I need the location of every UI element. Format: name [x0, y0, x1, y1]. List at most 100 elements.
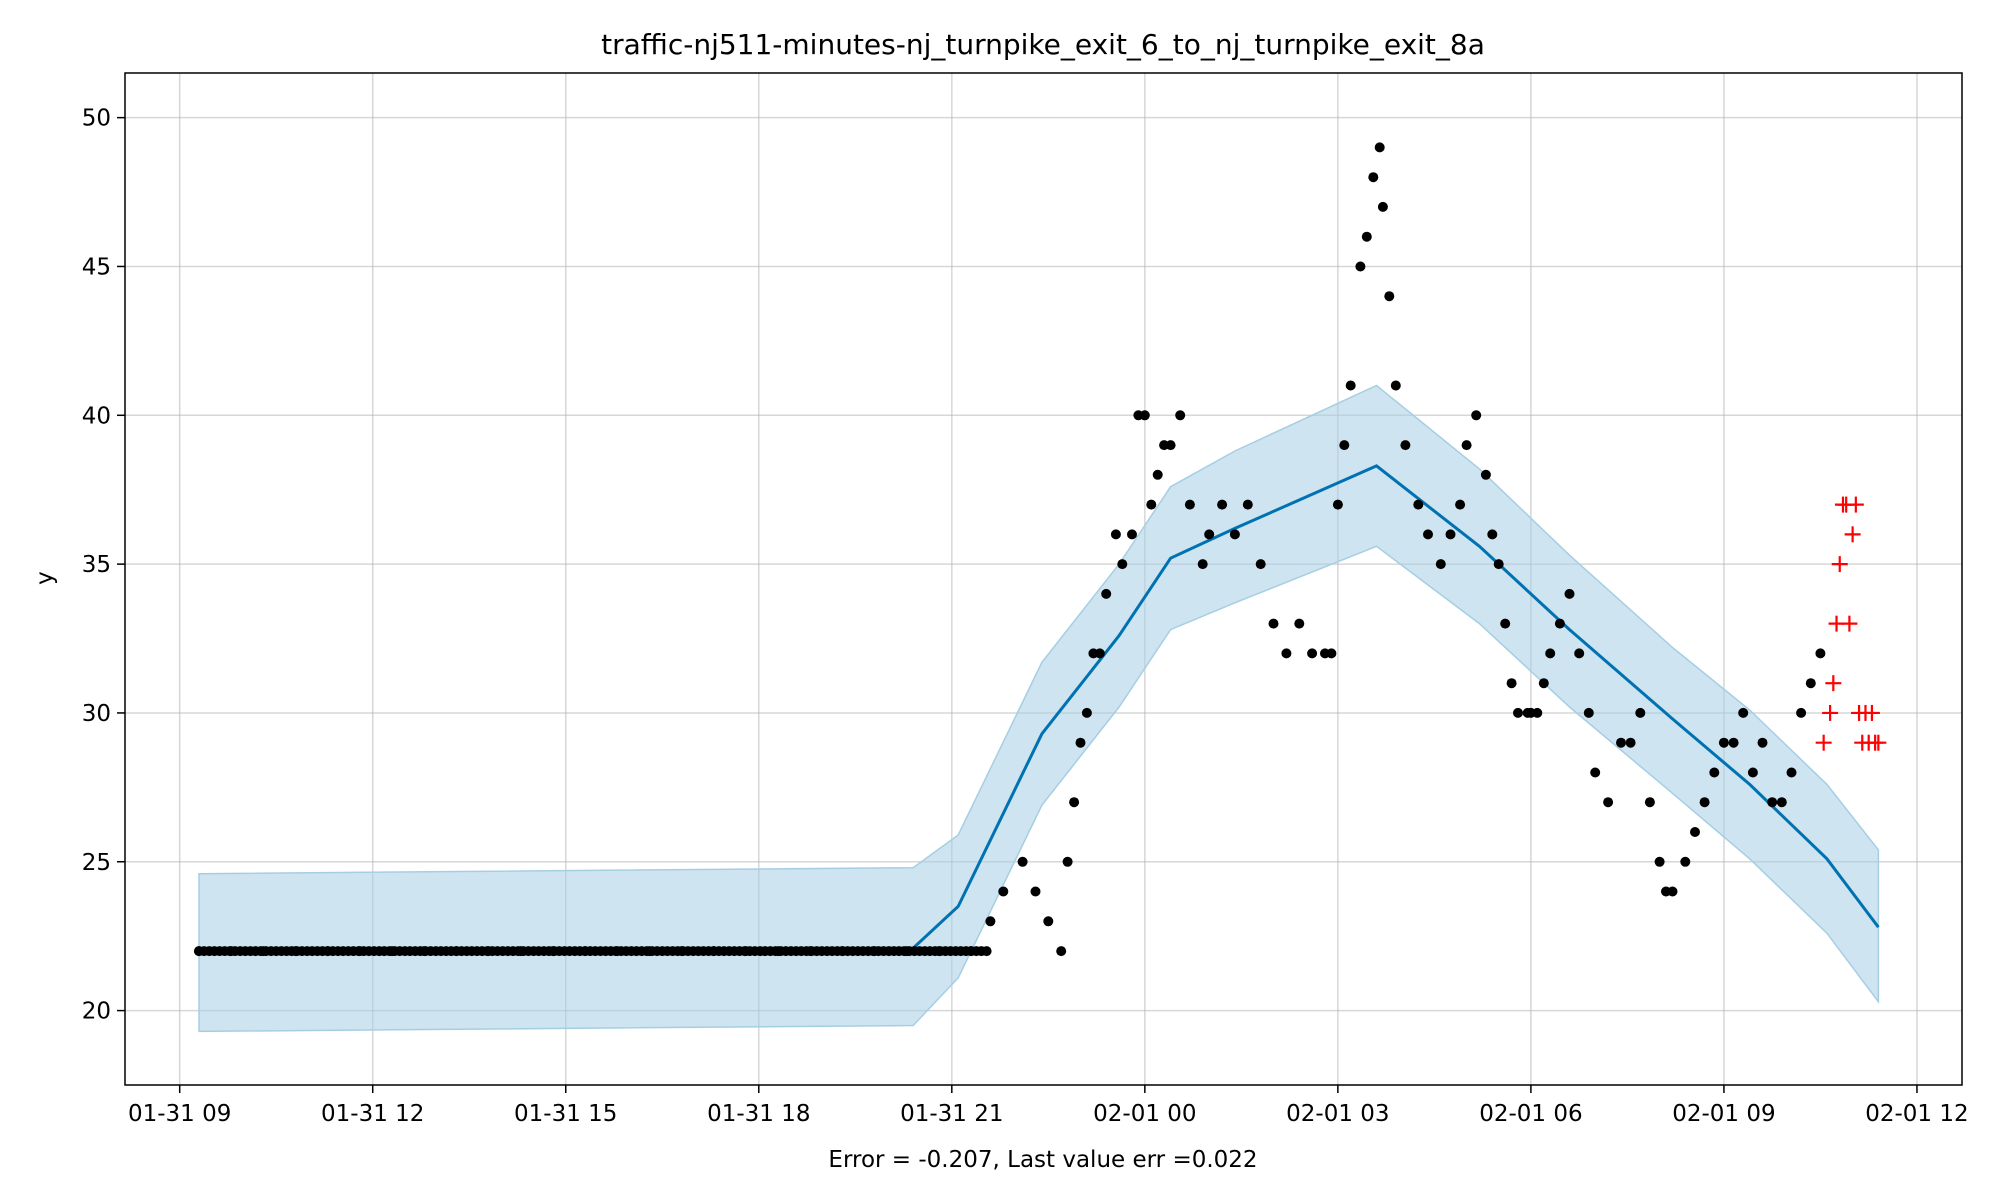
observed-point [1455, 499, 1466, 510]
observed-point [1667, 886, 1678, 897]
future-point [1815, 734, 1832, 751]
observed-point [1400, 440, 1411, 451]
observed-point [1554, 618, 1565, 629]
observed-point [1069, 797, 1080, 808]
observed-point [1480, 469, 1491, 480]
observed-point [1590, 767, 1601, 778]
y-tick-label: 50 [82, 106, 111, 132]
observed-point [612, 946, 623, 957]
observed-point [985, 916, 996, 927]
future-point [1863, 704, 1880, 721]
observed-point [354, 946, 365, 957]
observed-point [740, 946, 751, 957]
future-point [1844, 526, 1861, 543]
observed-point [1532, 707, 1543, 718]
observed-point [1355, 261, 1366, 272]
y-tick-label: 35 [82, 552, 111, 578]
observed-point [1197, 559, 1208, 570]
observed-point [1699, 797, 1710, 808]
observed-point [1030, 886, 1041, 897]
y-tick-label: 30 [82, 701, 111, 727]
observed-point [1506, 678, 1517, 689]
observed-point [258, 946, 269, 957]
observed-point [451, 946, 462, 957]
observed-point [1117, 559, 1128, 570]
observed-point [290, 946, 301, 957]
x-tick-label: 01-31 18 [707, 1101, 810, 1127]
observed-point [1767, 797, 1778, 808]
observed-point [1747, 767, 1758, 778]
observed-point [1796, 707, 1807, 718]
observed-point [1332, 499, 1343, 510]
observed-point [869, 946, 880, 957]
observed-point [1127, 529, 1137, 540]
observed-point [1625, 737, 1636, 748]
future-point [1847, 496, 1864, 513]
observed-point [981, 946, 992, 957]
observed-point [1603, 797, 1614, 808]
observed-point [1413, 499, 1424, 510]
observed-point [644, 946, 655, 957]
observed-point [419, 946, 430, 957]
observed-point [1165, 440, 1176, 451]
observed-point [1493, 559, 1504, 570]
observed-point [226, 946, 237, 957]
observed-point [998, 886, 1009, 897]
y-axis-ticks: 20 25 30 35 40 45 50 [82, 106, 125, 1025]
observed-point [1538, 678, 1549, 689]
observed-point [1690, 827, 1700, 837]
observed-point [1564, 588, 1575, 599]
observed-point [1738, 707, 1749, 718]
observed-point [1786, 767, 1797, 778]
observed-point [1709, 767, 1720, 778]
observed-point [1043, 916, 1054, 927]
observed-point [1487, 529, 1498, 540]
forecast-line [198, 464, 1880, 956]
observed-point [1654, 856, 1665, 867]
observed-point [773, 946, 784, 957]
y-axis-label: y [32, 571, 58, 585]
observed-point [1461, 440, 1472, 451]
observed-point [1374, 142, 1385, 153]
observed-point [1175, 410, 1186, 421]
future-point [1841, 615, 1858, 632]
observed-point [1081, 707, 1092, 718]
observed-point [1184, 499, 1195, 510]
observed-point [837, 946, 848, 957]
observed-point [194, 946, 204, 957]
observed-point [1757, 737, 1768, 748]
observed-point [1101, 588, 1112, 599]
chart-title: traffic-nj511-minutes-nj_turnpike_exit_6… [601, 28, 1485, 61]
observed-point [1361, 231, 1372, 242]
future-point [1825, 675, 1842, 692]
forecast-line-group [198, 464, 1880, 956]
x-tick-label: 02-01 09 [1672, 1101, 1775, 1127]
x-tick-label: 01-31 15 [514, 1101, 617, 1127]
observed-point [515, 946, 526, 957]
observed-point [1017, 856, 1028, 867]
observed-point [1680, 856, 1691, 867]
x-tick-label: 01-31 09 [128, 1101, 231, 1127]
observed-point [387, 946, 397, 957]
x-tick-label: 02-01 06 [1479, 1101, 1582, 1127]
observed-point [1268, 618, 1279, 629]
future-point [1870, 734, 1887, 751]
observed-point [676, 946, 687, 957]
observed-point [1255, 559, 1266, 570]
observed-point [1435, 559, 1446, 570]
observed-point [1616, 737, 1626, 748]
observed-point [1339, 440, 1350, 451]
observed-point [805, 946, 816, 957]
observed-point [1718, 737, 1729, 748]
observed-point [1471, 410, 1482, 421]
observed-point [1384, 291, 1395, 302]
x-tick-label: 01-31 12 [321, 1101, 424, 1127]
observed-point [1229, 529, 1240, 540]
observed-point [1146, 499, 1157, 510]
observed-point [1368, 172, 1379, 183]
observed-point [1294, 618, 1305, 629]
grid [125, 73, 1962, 1085]
observed-point [1545, 648, 1556, 659]
observed-point [1139, 410, 1150, 421]
